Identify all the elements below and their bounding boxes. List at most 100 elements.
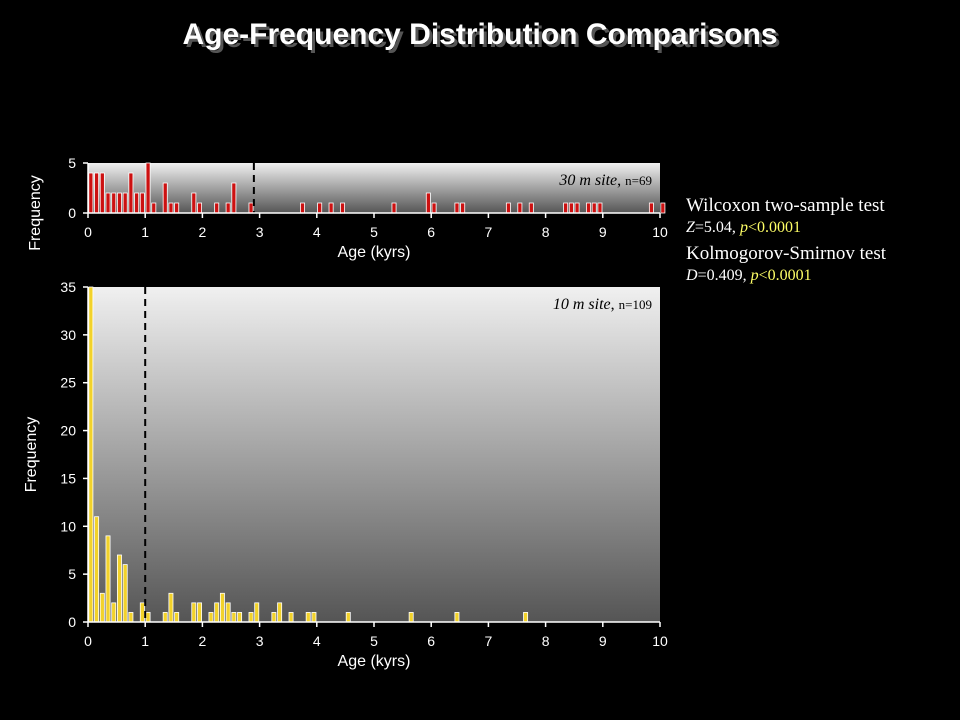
bottom-x-tick-label: 1 <box>141 633 149 649</box>
top-bar <box>563 202 569 214</box>
top-x-axis-label: Age (kyrs) <box>338 244 411 261</box>
top-bar <box>225 202 231 214</box>
bottom-bar <box>111 602 117 623</box>
wilcoxon-stat-symbol: Z <box>686 219 695 236</box>
top-bar <box>214 202 220 214</box>
top-bar <box>431 202 437 214</box>
bottom-bar <box>288 612 294 623</box>
bottom-bar <box>345 612 351 623</box>
bottom-x-axis-label: Age (kyrs) <box>338 653 411 670</box>
bottom-site-label: 10 m site <box>553 296 611 313</box>
bottom-site-annotation: 10 m site, n=109 <box>553 296 652 313</box>
ks-p-symbol: p <box>750 267 759 284</box>
bottom-bar <box>174 612 180 623</box>
bottom-bar <box>237 612 243 623</box>
wilcoxon-stat-value: =5.04, <box>694 219 740 236</box>
bottom-bar <box>208 612 214 623</box>
top-x-tick-label: 1 <box>141 224 149 240</box>
bottom-x-tick-label: 9 <box>599 633 607 649</box>
top-site-label: 30 m site <box>558 172 617 189</box>
top-x-tick-label: 6 <box>427 224 435 240</box>
wilcoxon-test-name: Wilcoxon two-sample test <box>686 195 885 216</box>
top-bar <box>574 202 580 214</box>
top-x-tick-label: 9 <box>599 224 607 240</box>
bottom-bar <box>277 602 283 623</box>
bottom-bar <box>271 612 277 623</box>
top-bar <box>134 192 140 214</box>
top-bar <box>317 202 323 214</box>
top-bar <box>151 202 157 214</box>
bottom-x-tick-label: 10 <box>652 633 668 649</box>
top-y-tick-label: 0 <box>68 205 76 221</box>
wilcoxon-test-result: Z=5.04, p<0.0001 <box>686 218 956 238</box>
bottom-bar <box>105 535 111 623</box>
top-bar <box>88 172 94 214</box>
top-bar <box>168 202 174 214</box>
bottom-y-tick-label: 15 <box>60 470 76 486</box>
bottom-bar <box>99 592 105 623</box>
top-n-label: n=69 <box>625 173 652 188</box>
top-bar <box>162 182 168 214</box>
top-bar <box>231 182 237 214</box>
bottom-x-tick-label: 6 <box>427 633 435 649</box>
bottom-bar <box>214 602 220 623</box>
bottom-y-tick-label: 35 <box>60 279 76 295</box>
top-bar <box>128 172 134 214</box>
bottom-y-tick-label: 30 <box>60 327 76 343</box>
bottom-x-tick-label: 5 <box>370 633 378 649</box>
top-x-tick-label: 4 <box>313 224 321 240</box>
bottom-x-tick-label: 7 <box>485 633 493 649</box>
top-x-tick-label: 7 <box>485 224 493 240</box>
top-bar <box>591 202 597 214</box>
bottom-bar <box>145 612 151 623</box>
bottom-y-tick-label: 0 <box>68 614 76 630</box>
top-bar <box>111 192 117 214</box>
top-bar <box>568 202 574 214</box>
bottom-bar <box>94 516 100 623</box>
top-bar <box>197 202 202 214</box>
chart-30m-site: 0 1 2 3 4 5 6 7 8 9 10 0 5 Age (kyrs) Frequency 30 m si… <box>27 155 668 261</box>
bottom-y-tick-label: 10 <box>60 518 76 534</box>
top-bar <box>597 202 603 214</box>
top-y-tick-label: 5 <box>68 155 76 171</box>
top-bar <box>528 202 534 214</box>
top-bar <box>460 202 466 214</box>
top-bar <box>425 192 431 214</box>
bottom-bar <box>162 612 168 623</box>
bottom-bar <box>88 286 94 623</box>
top-bar <box>94 172 100 214</box>
bottom-bar <box>231 612 237 623</box>
top-bar <box>340 202 346 214</box>
bottom-x-tick-label: 2 <box>199 633 207 649</box>
bottom-bar <box>191 602 197 623</box>
bottom-y-tick-label: 25 <box>60 375 76 391</box>
ks-test-result: D=0.409, p<0.0001 <box>686 266 956 286</box>
top-bar <box>391 202 397 214</box>
bottom-bar <box>523 612 529 623</box>
top-x-tick-label: 10 <box>652 224 668 240</box>
top-x-tick-label: 8 <box>542 224 550 240</box>
bottom-site-sep: , <box>611 296 619 313</box>
bottom-bar <box>254 602 260 623</box>
top-bar <box>454 202 460 214</box>
chart-10m-site: 0 1 2 3 4 5 6 7 8 9 10 0 5 10 15 20 25 30 35 Age (kyrs) Freq… <box>23 279 668 670</box>
bottom-bar <box>248 612 254 623</box>
ks-stat-value: =0.409, <box>697 267 751 284</box>
bottom-bar <box>139 602 145 623</box>
bottom-y-axis-label: Frequency <box>23 417 40 493</box>
bottom-bar <box>197 602 202 623</box>
bottom-plot-area <box>88 287 660 622</box>
bottom-bar <box>305 612 311 623</box>
bottom-bar <box>122 564 128 623</box>
bottom-bar <box>128 612 134 623</box>
top-site-sep: , <box>617 172 625 189</box>
bottom-bar <box>408 612 414 623</box>
stats-panel: Wilcoxon two-sample test Z=5.04, p<0.000… <box>686 194 956 290</box>
top-bar <box>122 192 128 214</box>
bottom-bar <box>117 554 122 623</box>
bottom-y-tick-label: 20 <box>60 423 76 439</box>
bottom-n-label: n=109 <box>619 297 652 312</box>
ks-stat-symbol: D <box>686 267 698 284</box>
top-bar <box>248 202 254 214</box>
